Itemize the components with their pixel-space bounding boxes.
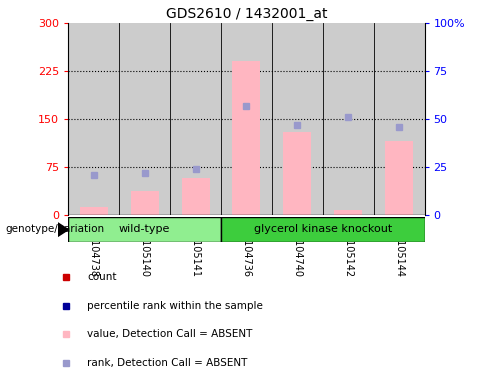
Bar [80, 207, 108, 215]
Bar [232, 61, 261, 215]
Bar [119, 23, 170, 215]
Bar [374, 23, 425, 215]
Bar [68, 23, 119, 215]
Bar [221, 23, 272, 215]
Text: genotype/variation: genotype/variation [5, 224, 104, 234]
Text: percentile rank within the sample: percentile rank within the sample [87, 301, 264, 311]
Polygon shape [58, 223, 68, 237]
Bar [182, 178, 209, 215]
Text: value, Detection Call = ABSENT: value, Detection Call = ABSENT [87, 329, 253, 339]
Text: glycerol kinase knockout: glycerol kinase knockout [254, 224, 392, 235]
Bar [284, 132, 311, 215]
Title: GDS2610 / 1432001_at: GDS2610 / 1432001_at [166, 7, 327, 21]
Bar [170, 23, 221, 215]
Bar [323, 23, 374, 215]
Bar [221, 217, 425, 242]
Bar [131, 191, 159, 215]
Bar [334, 210, 362, 215]
Bar [385, 141, 413, 215]
Text: rank, Detection Call = ABSENT: rank, Detection Call = ABSENT [87, 358, 248, 368]
Bar [68, 217, 221, 242]
Text: count: count [87, 272, 117, 282]
Bar [272, 23, 323, 215]
Text: wild-type: wild-type [119, 224, 170, 235]
